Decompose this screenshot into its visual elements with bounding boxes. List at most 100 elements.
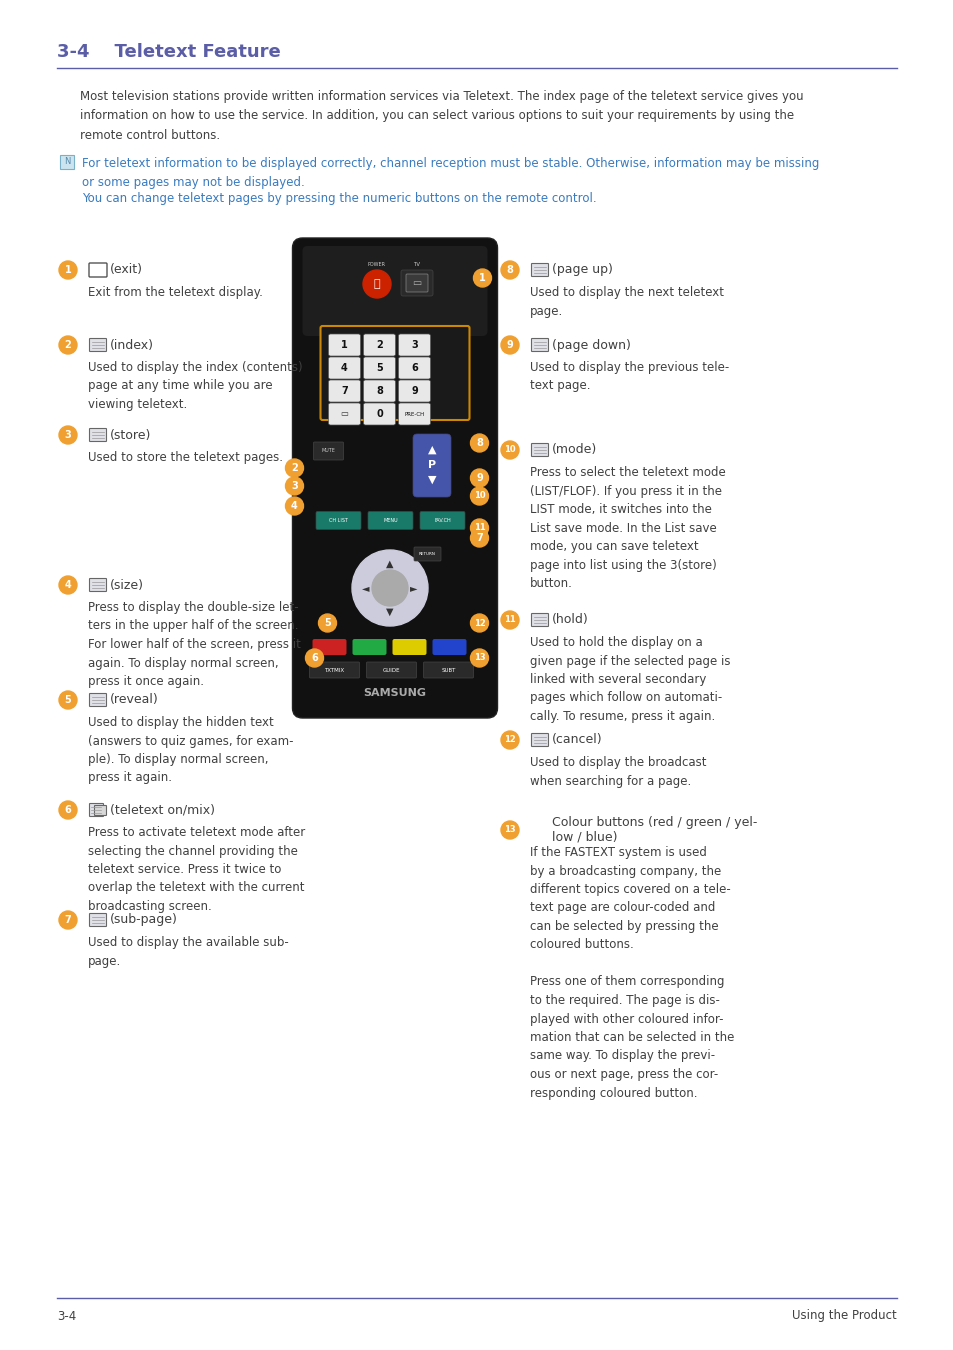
Circle shape xyxy=(305,649,323,667)
FancyBboxPatch shape xyxy=(90,579,107,591)
Circle shape xyxy=(318,614,336,632)
Text: 5: 5 xyxy=(65,695,71,705)
Text: 2: 2 xyxy=(291,463,297,472)
Text: 9: 9 xyxy=(476,472,482,483)
Text: 11: 11 xyxy=(503,616,516,625)
Text: Used to display the hidden text
(answers to quiz games, for exam-
ple). To displ: Used to display the hidden text (answers… xyxy=(88,716,294,784)
Text: Most television stations provide written information services via Teletext. The : Most television stations provide written… xyxy=(80,90,802,142)
Text: 2: 2 xyxy=(65,340,71,350)
Circle shape xyxy=(473,269,491,288)
Text: ⏻: ⏻ xyxy=(374,279,380,289)
FancyBboxPatch shape xyxy=(90,428,107,441)
Text: 12: 12 xyxy=(503,736,516,744)
Text: TXTMIX: TXTMIX xyxy=(324,667,344,672)
Text: Colour buttons (red / green / yel-
low / blue): Colour buttons (red / green / yel- low /… xyxy=(552,815,757,844)
Text: Used to display the index (contents)
page at any time while you are
viewing tele: Used to display the index (contents) pag… xyxy=(88,360,302,410)
Text: POWER: POWER xyxy=(368,262,386,266)
FancyBboxPatch shape xyxy=(315,512,360,529)
Text: 5: 5 xyxy=(375,363,382,373)
FancyBboxPatch shape xyxy=(531,613,548,626)
FancyBboxPatch shape xyxy=(313,639,346,655)
Circle shape xyxy=(59,691,77,709)
Text: Using the Product: Using the Product xyxy=(791,1310,896,1323)
Circle shape xyxy=(470,614,488,632)
FancyBboxPatch shape xyxy=(531,733,548,747)
Text: 0: 0 xyxy=(375,409,382,418)
Text: ▼: ▼ xyxy=(386,608,394,617)
Text: ▲: ▲ xyxy=(427,446,436,455)
FancyBboxPatch shape xyxy=(90,694,107,706)
Circle shape xyxy=(470,468,488,487)
Circle shape xyxy=(500,336,518,354)
Text: Press to display the double-size let-
ters in the upper half of the screen.
For : Press to display the double-size let- te… xyxy=(88,601,300,688)
FancyBboxPatch shape xyxy=(363,356,395,379)
Circle shape xyxy=(59,801,77,819)
FancyBboxPatch shape xyxy=(90,339,107,351)
FancyBboxPatch shape xyxy=(531,263,548,277)
FancyBboxPatch shape xyxy=(328,333,360,356)
Circle shape xyxy=(352,549,428,626)
FancyBboxPatch shape xyxy=(94,806,107,815)
Circle shape xyxy=(500,730,518,749)
FancyBboxPatch shape xyxy=(320,325,469,420)
Text: For teletext information to be displayed correctly, channel reception must be st: For teletext information to be displayed… xyxy=(82,157,819,189)
Circle shape xyxy=(59,911,77,929)
Text: 4: 4 xyxy=(341,363,348,373)
Text: (index): (index) xyxy=(110,339,153,351)
FancyBboxPatch shape xyxy=(406,274,428,292)
Text: (teletext on/mix): (teletext on/mix) xyxy=(110,803,214,817)
Text: 3: 3 xyxy=(291,481,297,491)
Text: 3-4: 3-4 xyxy=(57,1310,76,1323)
Text: ▲: ▲ xyxy=(386,559,394,568)
Circle shape xyxy=(372,570,408,606)
Text: P: P xyxy=(428,460,436,470)
Text: PRE-CH: PRE-CH xyxy=(404,412,424,417)
Text: (page up): (page up) xyxy=(552,263,612,277)
Text: 3: 3 xyxy=(411,340,417,350)
Text: Used to display the next teletext
page.: Used to display the next teletext page. xyxy=(530,286,723,317)
Text: (exit): (exit) xyxy=(110,263,143,277)
Text: SAMSUNG: SAMSUNG xyxy=(363,688,426,698)
FancyBboxPatch shape xyxy=(432,639,466,655)
Text: 6: 6 xyxy=(411,363,417,373)
FancyBboxPatch shape xyxy=(398,404,430,425)
FancyBboxPatch shape xyxy=(302,246,487,336)
Text: 3: 3 xyxy=(65,431,71,440)
Circle shape xyxy=(285,497,303,514)
Text: (hold): (hold) xyxy=(552,613,588,626)
Text: CH LIST: CH LIST xyxy=(329,518,348,522)
Text: MENU: MENU xyxy=(383,518,397,522)
Circle shape xyxy=(59,576,77,594)
Text: 8: 8 xyxy=(476,437,482,448)
Text: Press to activate teletext mode after
selecting the channel providing the
telete: Press to activate teletext mode after se… xyxy=(88,826,305,913)
Text: 6: 6 xyxy=(311,653,317,663)
Text: 12: 12 xyxy=(473,618,485,628)
Text: RETURN: RETURN xyxy=(418,552,435,556)
Text: 2: 2 xyxy=(375,340,382,350)
Circle shape xyxy=(500,821,518,838)
Text: Exit from the teletext display.: Exit from the teletext display. xyxy=(88,286,263,298)
FancyBboxPatch shape xyxy=(314,441,343,460)
FancyBboxPatch shape xyxy=(328,356,360,379)
Circle shape xyxy=(59,261,77,279)
Circle shape xyxy=(470,518,488,537)
Circle shape xyxy=(59,336,77,354)
Text: 1: 1 xyxy=(65,265,71,275)
FancyBboxPatch shape xyxy=(531,339,548,351)
Text: 6: 6 xyxy=(65,805,71,815)
Text: 8: 8 xyxy=(506,265,513,275)
Text: ◄: ◄ xyxy=(362,583,370,593)
Text: 10: 10 xyxy=(503,446,516,455)
Text: (store): (store) xyxy=(110,428,152,441)
FancyBboxPatch shape xyxy=(419,512,464,529)
Circle shape xyxy=(285,477,303,495)
Text: Used to hold the display on a
given page if the selected page is
linked with sev: Used to hold the display on a given page… xyxy=(530,636,730,724)
Text: 3-4    Teletext Feature: 3-4 Teletext Feature xyxy=(57,43,280,61)
Text: 5: 5 xyxy=(324,618,331,628)
Circle shape xyxy=(500,261,518,279)
Text: Used to display the previous tele-
text page.: Used to display the previous tele- text … xyxy=(530,360,728,393)
FancyBboxPatch shape xyxy=(363,404,395,425)
Text: Used to display the available sub-
page.: Used to display the available sub- page. xyxy=(88,936,289,968)
Text: (size): (size) xyxy=(110,579,144,591)
Text: ▼: ▼ xyxy=(427,475,436,485)
